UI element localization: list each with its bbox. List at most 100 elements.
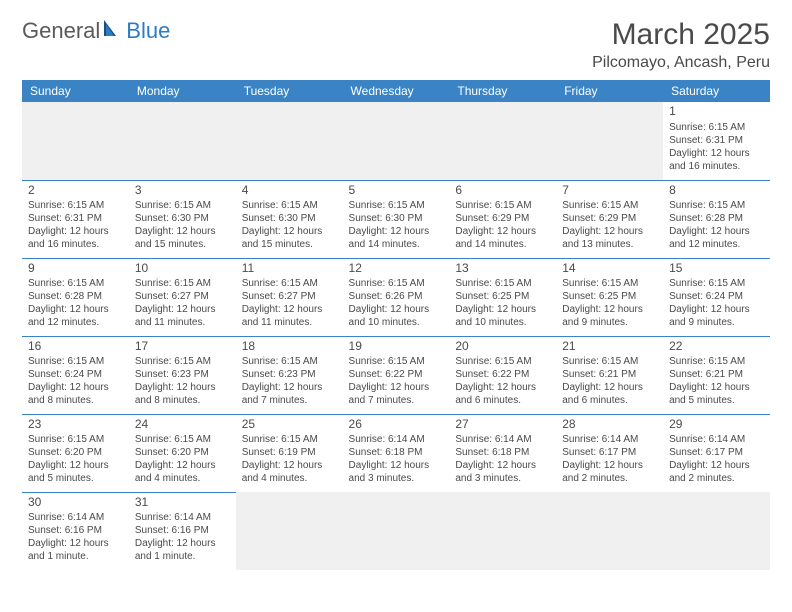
sunset-text: Sunset: 6:30 PM	[349, 212, 444, 225]
daylight-text: Daylight: 12 hours and 6 minutes.	[562, 381, 657, 407]
sunset-text: Sunset: 6:18 PM	[349, 446, 444, 459]
calendar-week: 23Sunrise: 6:15 AMSunset: 6:20 PMDayligh…	[22, 414, 770, 492]
logo-sail-icon	[102, 18, 124, 44]
sunset-text: Sunset: 6:18 PM	[455, 446, 550, 459]
sunrise-text: Sunrise: 6:15 AM	[135, 199, 230, 212]
day-number: 25	[242, 417, 337, 433]
sunset-text: Sunset: 6:19 PM	[242, 446, 337, 459]
day-number: 14	[562, 261, 657, 277]
daylight-text: Daylight: 12 hours and 7 minutes.	[349, 381, 444, 407]
day-number: 23	[28, 417, 123, 433]
day-header-row: Sunday Monday Tuesday Wednesday Thursday…	[22, 80, 770, 102]
logo: GeneralBlue	[22, 18, 170, 44]
calendar-cell: 3Sunrise: 6:15 AMSunset: 6:30 PMDaylight…	[129, 180, 236, 258]
day-number: 11	[242, 261, 337, 277]
sunrise-text: Sunrise: 6:14 AM	[28, 511, 123, 524]
sunset-text: Sunset: 6:22 PM	[349, 368, 444, 381]
sunset-text: Sunset: 6:17 PM	[562, 446, 657, 459]
daylight-text: Daylight: 12 hours and 16 minutes.	[669, 147, 764, 173]
sunset-text: Sunset: 6:24 PM	[669, 290, 764, 303]
sunrise-text: Sunrise: 6:15 AM	[562, 355, 657, 368]
day-number: 2	[28, 183, 123, 199]
day-number: 12	[349, 261, 444, 277]
sunrise-text: Sunrise: 6:15 AM	[242, 277, 337, 290]
daylight-text: Daylight: 12 hours and 2 minutes.	[562, 459, 657, 485]
calendar-cell: 26Sunrise: 6:14 AMSunset: 6:18 PMDayligh…	[343, 414, 450, 492]
calendar-table: Sunday Monday Tuesday Wednesday Thursday…	[22, 80, 770, 570]
day-number: 5	[349, 183, 444, 199]
sunrise-text: Sunrise: 6:15 AM	[135, 433, 230, 446]
sunrise-text: Sunrise: 6:15 AM	[669, 277, 764, 290]
calendar-week: 16Sunrise: 6:15 AMSunset: 6:24 PMDayligh…	[22, 336, 770, 414]
calendar-cell: 31Sunrise: 6:14 AMSunset: 6:16 PMDayligh…	[129, 492, 236, 570]
day-number: 27	[455, 417, 550, 433]
sunset-text: Sunset: 6:21 PM	[562, 368, 657, 381]
day-number: 15	[669, 261, 764, 277]
sunrise-text: Sunrise: 6:14 AM	[669, 433, 764, 446]
calendar-cell: 2Sunrise: 6:15 AMSunset: 6:31 PMDaylight…	[22, 180, 129, 258]
day-number: 18	[242, 339, 337, 355]
sunrise-text: Sunrise: 6:15 AM	[349, 277, 444, 290]
day-number: 4	[242, 183, 337, 199]
calendar-cell: 19Sunrise: 6:15 AMSunset: 6:22 PMDayligh…	[343, 336, 450, 414]
calendar-cell: 24Sunrise: 6:15 AMSunset: 6:20 PMDayligh…	[129, 414, 236, 492]
daylight-text: Daylight: 12 hours and 9 minutes.	[669, 303, 764, 329]
sunrise-text: Sunrise: 6:14 AM	[349, 433, 444, 446]
calendar-cell: 13Sunrise: 6:15 AMSunset: 6:25 PMDayligh…	[449, 258, 556, 336]
calendar-cell: 18Sunrise: 6:15 AMSunset: 6:23 PMDayligh…	[236, 336, 343, 414]
sunrise-text: Sunrise: 6:15 AM	[242, 199, 337, 212]
daylight-text: Daylight: 12 hours and 15 minutes.	[135, 225, 230, 251]
sunrise-text: Sunrise: 6:15 AM	[669, 199, 764, 212]
sunrise-text: Sunrise: 6:15 AM	[455, 199, 550, 212]
sunset-text: Sunset: 6:29 PM	[562, 212, 657, 225]
sunrise-text: Sunrise: 6:15 AM	[28, 433, 123, 446]
day-number: 3	[135, 183, 230, 199]
sunrise-text: Sunrise: 6:15 AM	[135, 277, 230, 290]
day-number: 6	[455, 183, 550, 199]
calendar-cell	[449, 102, 556, 180]
daylight-text: Daylight: 12 hours and 14 minutes.	[349, 225, 444, 251]
daylight-text: Daylight: 12 hours and 6 minutes.	[455, 381, 550, 407]
sunset-text: Sunset: 6:27 PM	[242, 290, 337, 303]
daylight-text: Daylight: 12 hours and 9 minutes.	[562, 303, 657, 329]
day-header: Thursday	[449, 80, 556, 102]
daylight-text: Daylight: 12 hours and 5 minutes.	[669, 381, 764, 407]
calendar-cell: 15Sunrise: 6:15 AMSunset: 6:24 PMDayligh…	[663, 258, 770, 336]
sunset-text: Sunset: 6:29 PM	[455, 212, 550, 225]
sunrise-text: Sunrise: 6:15 AM	[242, 433, 337, 446]
sunset-text: Sunset: 6:21 PM	[669, 368, 764, 381]
sunrise-text: Sunrise: 6:15 AM	[28, 277, 123, 290]
sunrise-text: Sunrise: 6:15 AM	[349, 355, 444, 368]
logo-text-2: Blue	[126, 18, 170, 44]
calendar-cell	[663, 492, 770, 570]
sunset-text: Sunset: 6:16 PM	[28, 524, 123, 537]
calendar-cell: 4Sunrise: 6:15 AMSunset: 6:30 PMDaylight…	[236, 180, 343, 258]
calendar-cell: 29Sunrise: 6:14 AMSunset: 6:17 PMDayligh…	[663, 414, 770, 492]
sunset-text: Sunset: 6:23 PM	[242, 368, 337, 381]
sunset-text: Sunset: 6:16 PM	[135, 524, 230, 537]
sunrise-text: Sunrise: 6:15 AM	[242, 355, 337, 368]
sunrise-text: Sunrise: 6:14 AM	[455, 433, 550, 446]
daylight-text: Daylight: 12 hours and 15 minutes.	[242, 225, 337, 251]
calendar-week: 1Sunrise: 6:15 AMSunset: 6:31 PMDaylight…	[22, 102, 770, 180]
calendar-cell	[449, 492, 556, 570]
sunrise-text: Sunrise: 6:14 AM	[135, 511, 230, 524]
calendar-cell	[22, 102, 129, 180]
day-number: 29	[669, 417, 764, 433]
header: GeneralBlue March 2025 Pilcomayo, Ancash…	[22, 18, 770, 72]
sunrise-text: Sunrise: 6:15 AM	[455, 355, 550, 368]
day-number: 26	[349, 417, 444, 433]
calendar-cell: 8Sunrise: 6:15 AMSunset: 6:28 PMDaylight…	[663, 180, 770, 258]
day-header: Monday	[129, 80, 236, 102]
day-number: 30	[28, 495, 123, 511]
sunset-text: Sunset: 6:28 PM	[28, 290, 123, 303]
sunrise-text: Sunrise: 6:15 AM	[28, 355, 123, 368]
sunset-text: Sunset: 6:30 PM	[135, 212, 230, 225]
daylight-text: Daylight: 12 hours and 8 minutes.	[28, 381, 123, 407]
calendar-cell: 17Sunrise: 6:15 AMSunset: 6:23 PMDayligh…	[129, 336, 236, 414]
calendar-cell	[343, 102, 450, 180]
calendar-cell: 6Sunrise: 6:15 AMSunset: 6:29 PMDaylight…	[449, 180, 556, 258]
calendar-cell	[556, 102, 663, 180]
sunrise-text: Sunrise: 6:14 AM	[562, 433, 657, 446]
daylight-text: Daylight: 12 hours and 16 minutes.	[28, 225, 123, 251]
